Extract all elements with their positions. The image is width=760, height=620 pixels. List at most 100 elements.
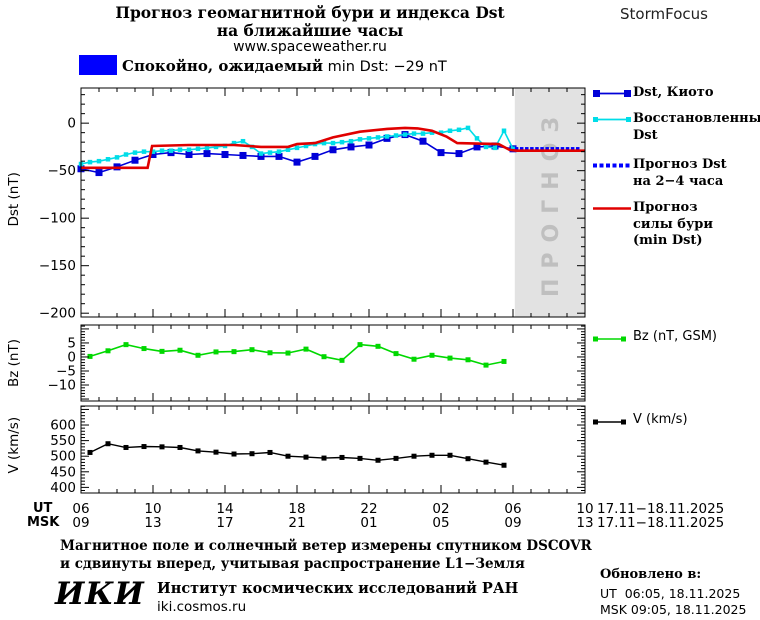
legend-label-kyoto-line0: Dst, Киото — [633, 85, 714, 100]
xtick-msk-0: 09 — [72, 515, 90, 531]
legend-item-forecast-dst: Прогноз Dst на 2−4 часа — [593, 157, 727, 190]
series-dst-0-marker — [275, 152, 283, 160]
legend-marker-forecast-dst — [593, 163, 630, 168]
series-dst-1-marker — [123, 152, 129, 157]
series-v-0-marker — [141, 444, 147, 450]
ytick-dst: −150 — [39, 258, 76, 274]
legend-marker-kyoto — [593, 90, 631, 97]
plot-box-dst — [80, 87, 586, 318]
series-dst-1-marker — [213, 144, 219, 150]
legend-label-restored-line0: Восстановленный — [633, 111, 760, 126]
xtick-msk-2: 17 — [216, 515, 234, 531]
series-v-0-marker — [195, 448, 201, 454]
status-text-bold: Спокойно, ожидаемый — [122, 57, 324, 75]
series-dst-0-marker — [347, 143, 355, 151]
series-dst-2-dot — [545, 147, 549, 151]
series-dst-2-dot — [555, 147, 560, 151]
xtick-ut-2: 14 — [216, 501, 234, 517]
series-v-0-marker — [177, 444, 183, 450]
series-v-0-marker — [411, 453, 417, 459]
institute-name: Институт космических исследований РАН — [157, 580, 519, 597]
legend-item-forecast-storm: Прогноз силы бури (min Dst) — [593, 200, 713, 250]
series-dst-1-marker — [402, 132, 408, 137]
series-dst-2-dot — [519, 147, 524, 151]
series-v-0-marker — [105, 441, 111, 447]
series-bz-0-marker — [357, 342, 363, 348]
institute-site: iki.cosmos.ru — [157, 599, 247, 615]
series-bz-0-marker — [339, 357, 345, 363]
series-dst-0-marker — [473, 143, 481, 151]
ytick-dst: 0 — [67, 116, 76, 132]
updated-label: Обновлено в: — [600, 567, 702, 582]
series-dst-1-marker — [105, 157, 111, 162]
series-bz-0-marker — [231, 349, 237, 355]
series-bz-0-marker — [411, 356, 417, 362]
series-dst-1-marker — [510, 146, 516, 152]
series-bz-0-marker — [465, 357, 471, 363]
series-dst-1-marker — [357, 137, 363, 142]
ytick-v: 550 — [50, 433, 76, 449]
xtick-ut-7: 10 — [576, 501, 594, 517]
series-dst-1-marker — [447, 128, 453, 134]
legend-item-kyoto: Dst, Киото — [593, 85, 714, 102]
series-dst-0-marker — [365, 141, 373, 149]
series-dst-1-marker — [141, 149, 147, 154]
series-dst-2-dot — [514, 147, 519, 151]
series-dst-2-dot — [575, 147, 580, 151]
series-bz-0-marker — [483, 362, 489, 368]
legend-label-forecast-storm-line1: силы бури — [633, 216, 714, 232]
series-bz-0-marker — [105, 348, 111, 354]
footer-note-line1: Магнитное поле и солнечный ветер измерен… — [60, 538, 592, 554]
series-v-0-marker — [429, 452, 435, 458]
series-dst-1-marker — [339, 139, 345, 145]
ytick-v: 450 — [50, 464, 76, 480]
storm-level-swatch — [79, 55, 117, 75]
series-dst-1-marker — [330, 140, 336, 146]
series-dst-1-marker — [303, 143, 309, 149]
series-dst-1-marker — [483, 144, 489, 150]
series-dst-1-marker — [366, 136, 372, 141]
legend-marker-restored — [593, 117, 631, 122]
ytick-dst: −100 — [39, 211, 76, 227]
series-dst-1-marker — [240, 138, 246, 144]
ylabel-v: V (km/s) — [6, 417, 22, 474]
xtick-ut-3: 18 — [288, 501, 306, 517]
series-v-0-marker — [483, 459, 489, 465]
msk-date-range: 17.11−18.11.2025 — [597, 515, 725, 531]
series-bz-0-line — [89, 343, 505, 366]
xtick-ut-1: 10 — [144, 501, 162, 517]
ytick-bz: 0 — [67, 349, 76, 365]
series-dst-1-marker — [267, 150, 273, 155]
series-dst-0-marker — [185, 151, 193, 159]
ut-date-range: 17.11−18.11.2025 — [597, 501, 725, 517]
footer-note-line2: и сдвинуты вперед, учитывая распростране… — [60, 556, 525, 572]
xtick-ut-5: 02 — [432, 501, 450, 517]
ytick-bz: 5 — [67, 335, 76, 351]
ytick-v: 500 — [50, 449, 76, 465]
series-bz-0-marker — [321, 354, 327, 360]
iki-logo: ИКИ — [55, 576, 145, 612]
series-dst-0-marker — [329, 146, 337, 154]
series-dst-2-dot — [540, 147, 544, 151]
series-v-0-marker — [339, 454, 345, 460]
series-dst-1-marker — [294, 145, 300, 151]
legend-label-forecast-dst-line1: на 2−4 часа — [633, 173, 724, 189]
series-dst-0-marker — [455, 150, 463, 158]
plot-box-bz — [80, 324, 586, 402]
series-bz-0-marker — [267, 350, 273, 356]
series-dst-1-marker — [456, 127, 462, 133]
series-bz-0-marker — [213, 349, 219, 355]
series-bz-0-marker — [501, 358, 507, 364]
ytick-bz: −10 — [48, 378, 77, 394]
legend-marker-forecast-storm — [593, 207, 631, 210]
series-bz-0-marker — [249, 347, 255, 353]
ylabel-dst: Dst (nT) — [6, 172, 22, 226]
series-v-0-marker — [303, 454, 309, 460]
ytick-dst: −200 — [39, 306, 76, 322]
series-dst-2-dot — [560, 147, 565, 151]
xtick-msk-3: 21 — [288, 515, 306, 531]
series-bz-0-marker — [429, 352, 435, 358]
series-dst-3-line — [81, 126, 585, 170]
xtick-ut-6: 06 — [504, 501, 522, 517]
series-v-0-marker — [87, 449, 93, 455]
